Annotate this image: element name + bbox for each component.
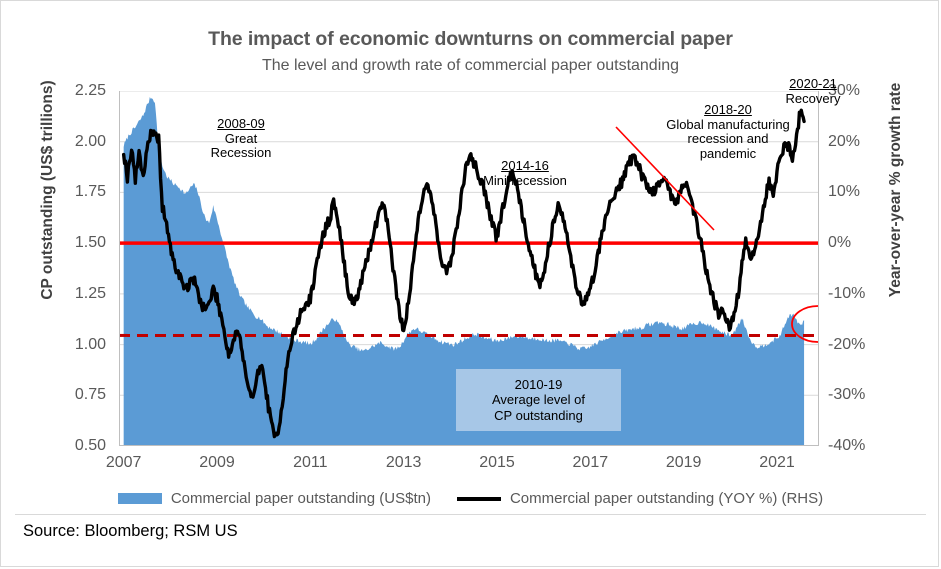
annotation-great-recession: 2008-09 Great Recession	[166, 116, 316, 161]
y-tick-label-left: 1.25	[74, 284, 106, 302]
legend-item-area[interactable]: Commercial paper outstanding (US$tn)	[117, 490, 431, 507]
y-tick-label-right: -10%	[828, 284, 866, 302]
annotation-year: 2010-19	[514, 377, 563, 392]
y-tick-label-right: 0%	[828, 234, 852, 252]
annotation-line-1: Global manufacturing	[666, 116, 790, 132]
y-tick-label-right: -40%	[828, 437, 866, 454]
annotation-year: 2018-20	[704, 102, 752, 117]
annotation-arrow	[615, 126, 715, 231]
annotation-global-manufacturing: 2018-20 Global manufacturing recession a…	[633, 102, 823, 161]
yoy-line-series	[121, 108, 806, 439]
annotation-line-1: Mini-recession	[483, 172, 567, 188]
y-tick-label-left: 0.75	[74, 386, 106, 404]
y-tick-label-left: 2.00	[74, 132, 106, 150]
source-note: Source: Bloomberg; RSM US	[23, 522, 238, 540]
y-tick-label-left: 1.00	[74, 335, 106, 353]
legend-item-line[interactable]: Commercial paper outstanding (YOY %) (RH…	[456, 490, 824, 507]
y-tick-label-right: 20%	[828, 132, 861, 150]
area-series	[123, 96, 805, 446]
x-tick-label: 2017	[572, 454, 609, 471]
x-tick-label: 2015	[479, 454, 515, 471]
x-tick-label: 2011	[293, 454, 328, 471]
annotation-year: 2008-09	[217, 116, 265, 131]
annotation-line-3: pandemic	[699, 145, 757, 161]
y-tick-label-right: 30%	[828, 82, 861, 99]
y-tick-label-right: -30%	[828, 386, 866, 404]
annotation-recovery: 2020-21 Recovery	[761, 76, 865, 106]
y-tick-label-left: 1.75	[74, 183, 106, 201]
x-tick-label: 2013	[385, 454, 422, 471]
legend-label: Commercial paper outstanding (YOY %) (RH…	[509, 490, 824, 507]
y-tick-label-right: 10%	[828, 183, 861, 201]
y-tick-label-left: 1.50	[74, 234, 106, 252]
x-tick-label: 2009	[199, 454, 235, 471]
legend-label: Commercial paper outstanding (US$tn)	[170, 490, 431, 507]
x-tick-label: 2007	[105, 454, 142, 471]
annotation-line-1: Recovery	[785, 90, 841, 106]
y-tick-label-right: -20%	[828, 335, 866, 353]
y-tick-label-left: 2.25	[74, 82, 106, 99]
annotation-average-level-box: 2010-19 Average level of CP outstanding	[456, 369, 621, 431]
annotation-line-2: Recession	[210, 145, 272, 161]
line-swatch-icon	[456, 496, 501, 501]
footer-divider	[15, 514, 926, 515]
x-tick-label: 2019	[665, 454, 702, 471]
annotation-line-1: Average level of	[492, 392, 585, 408]
annotation-line-2: recession and	[687, 131, 769, 147]
annotation-mini-recession: 2014-16 Mini-recession	[441, 158, 609, 188]
chart-legend: Commercial paper outstanding (US$tn) Com…	[1, 490, 940, 507]
y-tick-label-left: 0.50	[74, 437, 106, 454]
annotation-year: 2020-21	[789, 76, 837, 91]
area-swatch-icon	[117, 493, 162, 504]
chart-subtitle: The level and growth rate of commercial …	[261, 57, 680, 74]
annotation-line-1: Great	[224, 130, 258, 146]
annotation-year: 2014-16	[501, 158, 549, 173]
page-title: The impact of economic downturns on comm…	[208, 28, 733, 50]
x-tick-label: 2021	[759, 454, 795, 471]
annotation-line-2: CP outstanding	[494, 407, 583, 423]
